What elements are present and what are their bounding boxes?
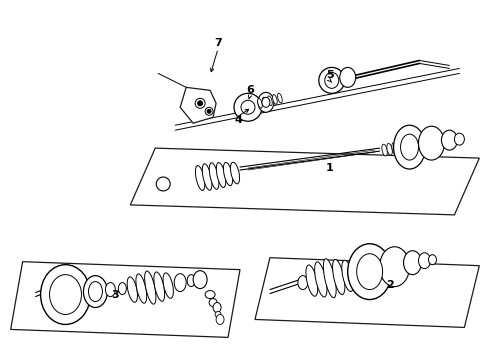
Ellipse shape	[418, 253, 431, 269]
Ellipse shape	[340, 67, 356, 87]
Ellipse shape	[154, 272, 165, 301]
Ellipse shape	[89, 282, 102, 302]
Ellipse shape	[202, 164, 212, 190]
Ellipse shape	[215, 311, 221, 318]
Ellipse shape	[319, 67, 345, 93]
Text: 5: 5	[326, 71, 334, 80]
Ellipse shape	[277, 93, 282, 103]
Ellipse shape	[262, 97, 270, 107]
Polygon shape	[130, 148, 479, 215]
Text: 4: 4	[234, 115, 242, 125]
Ellipse shape	[418, 126, 444, 160]
Ellipse shape	[105, 283, 115, 297]
Ellipse shape	[209, 298, 217, 306]
Ellipse shape	[83, 276, 107, 307]
Ellipse shape	[163, 273, 173, 298]
Ellipse shape	[213, 302, 221, 312]
Ellipse shape	[357, 254, 383, 289]
Ellipse shape	[348, 244, 392, 300]
Ellipse shape	[174, 274, 186, 292]
Ellipse shape	[333, 260, 345, 294]
Ellipse shape	[258, 92, 274, 112]
Ellipse shape	[197, 101, 203, 106]
Polygon shape	[180, 87, 216, 123]
Ellipse shape	[441, 130, 457, 150]
Ellipse shape	[241, 100, 255, 114]
Ellipse shape	[268, 96, 272, 105]
Ellipse shape	[454, 133, 465, 145]
Ellipse shape	[195, 98, 205, 108]
Ellipse shape	[193, 271, 207, 289]
Ellipse shape	[382, 144, 387, 156]
Ellipse shape	[136, 274, 147, 303]
Ellipse shape	[323, 259, 336, 298]
Ellipse shape	[306, 265, 318, 296]
Ellipse shape	[342, 260, 354, 292]
Ellipse shape	[187, 275, 195, 287]
Ellipse shape	[298, 276, 308, 289]
Ellipse shape	[404, 251, 421, 275]
Ellipse shape	[325, 72, 339, 88]
Ellipse shape	[272, 95, 277, 104]
Text: 2: 2	[386, 280, 393, 289]
Ellipse shape	[258, 98, 262, 108]
Ellipse shape	[387, 143, 392, 155]
Text: 7: 7	[214, 37, 222, 48]
Ellipse shape	[205, 291, 215, 298]
Ellipse shape	[217, 163, 226, 188]
Ellipse shape	[315, 262, 327, 297]
Ellipse shape	[196, 166, 205, 190]
Ellipse shape	[41, 265, 91, 324]
Ellipse shape	[393, 125, 425, 169]
Ellipse shape	[207, 109, 211, 113]
Ellipse shape	[119, 283, 126, 294]
Ellipse shape	[397, 142, 402, 154]
Ellipse shape	[216, 315, 224, 324]
Ellipse shape	[230, 162, 240, 184]
Ellipse shape	[223, 162, 233, 186]
Ellipse shape	[400, 134, 418, 160]
Ellipse shape	[156, 177, 170, 191]
Text: 1: 1	[326, 163, 334, 173]
Ellipse shape	[49, 275, 81, 315]
Polygon shape	[11, 262, 240, 337]
Ellipse shape	[392, 143, 397, 154]
Text: 3: 3	[112, 289, 119, 300]
Ellipse shape	[380, 247, 410, 287]
Polygon shape	[255, 258, 479, 328]
Text: 6: 6	[246, 85, 254, 95]
Ellipse shape	[263, 97, 267, 107]
Ellipse shape	[205, 107, 213, 115]
Ellipse shape	[145, 271, 156, 304]
Ellipse shape	[428, 255, 437, 265]
Ellipse shape	[234, 93, 262, 121]
Ellipse shape	[209, 163, 219, 189]
Ellipse shape	[127, 277, 138, 302]
